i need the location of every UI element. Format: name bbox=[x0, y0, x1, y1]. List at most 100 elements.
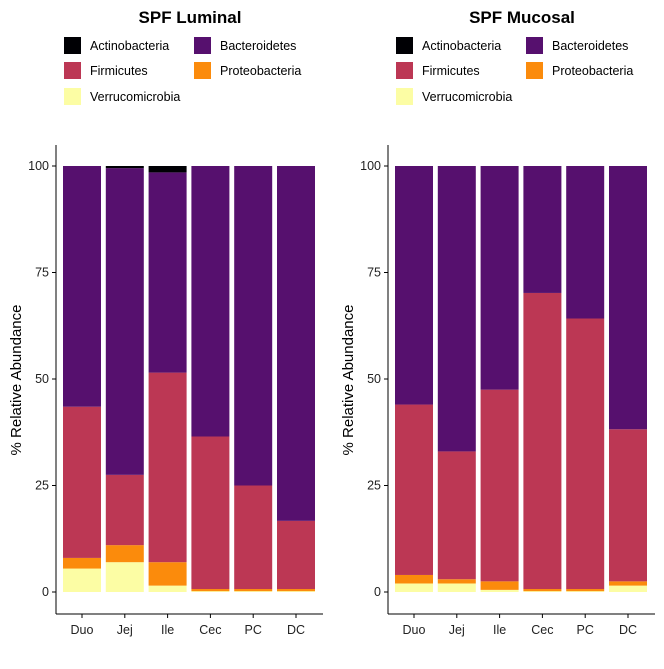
legend-label: Proteobacteria bbox=[220, 64, 301, 78]
bar-segment-proteobacteria-pc bbox=[234, 589, 273, 592]
legend-label: Bacteroidetes bbox=[220, 39, 296, 53]
bar-segment-firmicutes-pc bbox=[234, 485, 273, 590]
bar-segment-proteobacteria-cec bbox=[191, 589, 230, 592]
bar-segment-verrucomicrobia-jej bbox=[105, 562, 144, 592]
bar-segment-verrucomicrobia-duo bbox=[395, 583, 433, 592]
y-tick-label: 75 bbox=[367, 266, 381, 280]
bar-segment-bacteroidetes-jej bbox=[105, 168, 144, 475]
x-tick-label: Duo bbox=[403, 623, 426, 637]
legend-label: Bacteroidetes bbox=[552, 39, 628, 53]
chart-title: SPF Luminal bbox=[139, 8, 242, 27]
legend-swatch bbox=[396, 88, 413, 105]
legend: Actinobacteria Bacteroidetes Firmicutes Pro… bbox=[64, 37, 301, 105]
y-tick-label: 100 bbox=[360, 159, 381, 173]
bar-segment-firmicutes-jej bbox=[105, 474, 144, 546]
x-tick-label: PC bbox=[245, 623, 262, 637]
bar-segment-proteobacteria-duo bbox=[395, 574, 433, 584]
y-tick-label: 0 bbox=[42, 585, 49, 599]
bar-segment-bacteroidetes-cec bbox=[191, 166, 230, 437]
bar-segment-proteobacteria-duo bbox=[63, 557, 101, 569]
bar-segment-bacteroidetes-ile bbox=[148, 172, 187, 373]
legend-label: Verrucomicrobia bbox=[422, 90, 512, 104]
bar-segment-bacteroidetes-ile bbox=[480, 166, 519, 390]
bar-segment-proteobacteria-ile bbox=[148, 562, 187, 586]
legend-swatch bbox=[526, 37, 543, 54]
legend-swatch bbox=[194, 62, 211, 79]
x-tick-label: Jej bbox=[117, 623, 133, 637]
x-tick-label: Jej bbox=[449, 623, 465, 637]
y-tick-label: 0 bbox=[374, 585, 381, 599]
legend-label: Verrucomicrobia bbox=[90, 90, 180, 104]
plot-area: Duo Jej Ile Cec PC DC 0 25 50 75 100 bbox=[360, 145, 655, 637]
x-tick-label: PC bbox=[577, 623, 594, 637]
bar-segment-firmicutes-cec bbox=[191, 436, 230, 590]
bar-segment-verrucomicrobia-ile bbox=[480, 589, 519, 592]
legend-swatch bbox=[526, 62, 543, 79]
bar-segment-proteobacteria-cec bbox=[523, 589, 562, 592]
y-tick-label: 75 bbox=[35, 266, 49, 280]
bar-segment-bacteroidetes-cec bbox=[523, 166, 562, 293]
legend-swatch bbox=[396, 62, 413, 79]
y-axis-label: % Relative Abundance bbox=[340, 305, 357, 456]
bar-segment-verrucomicrobia-cec bbox=[191, 591, 230, 592]
y-tick-label: 50 bbox=[35, 372, 49, 386]
bar-segment-bacteroidetes-pc bbox=[234, 166, 273, 486]
chart-title: SPF Mucosal bbox=[469, 8, 575, 27]
bar-segment-actinobacteria-jej bbox=[105, 166, 144, 169]
x-tick-label: Cec bbox=[531, 623, 553, 637]
bar-segment-firmicutes-duo bbox=[395, 404, 433, 575]
legend-swatch bbox=[64, 88, 81, 105]
bar-segment-verrucomicrobia-pc bbox=[566, 591, 605, 592]
legend-swatch bbox=[64, 62, 81, 79]
bar-segment-firmicutes-ile bbox=[148, 372, 187, 563]
bar-segment-firmicutes-pc bbox=[566, 318, 605, 590]
bar-segment-proteobacteria-ile bbox=[480, 581, 519, 590]
bar-segment-verrucomicrobia-ile bbox=[148, 585, 187, 592]
x-tick-label: Ile bbox=[493, 623, 506, 637]
bar-segment-verrucomicrobia-duo bbox=[63, 568, 101, 592]
x-tick-label: DC bbox=[619, 623, 637, 637]
legend-swatch bbox=[64, 37, 81, 54]
legend-label: Actinobacteria bbox=[90, 39, 169, 53]
bar-segment-proteobacteria-jej bbox=[105, 545, 144, 563]
legend: Actinobacteria Bacteroidetes Firmicutes Pro… bbox=[396, 37, 633, 105]
bar-segment-firmicutes-duo bbox=[63, 406, 101, 558]
y-tick-label: 25 bbox=[367, 479, 381, 493]
bar-segment-bacteroidetes-jej bbox=[437, 166, 476, 452]
bar-segment-firmicutes-jej bbox=[437, 451, 476, 580]
bar-segment-proteobacteria-dc bbox=[609, 581, 647, 586]
bar-segment-bacteroidetes-pc bbox=[566, 166, 605, 319]
x-tick-label: Cec bbox=[199, 623, 221, 637]
bar-segment-firmicutes-cec bbox=[523, 292, 562, 590]
x-tick-label: Duo bbox=[71, 623, 94, 637]
bar-segment-verrucomicrobia-jej bbox=[437, 583, 476, 592]
y-tick-label: 100 bbox=[28, 159, 49, 173]
x-tick-label: DC bbox=[287, 623, 305, 637]
legend-label: Firmicutes bbox=[422, 64, 480, 78]
plot-area: Duo Jej Ile Cec PC DC 0 25 50 75 100 bbox=[28, 145, 323, 637]
y-tick-label: 50 bbox=[367, 372, 381, 386]
panel-spf-mucosal: SPF Mucosal Actinobacteria Bacteroidetes F… bbox=[340, 8, 655, 637]
legend-swatch bbox=[396, 37, 413, 54]
bar-segment-bacteroidetes-dc bbox=[609, 166, 647, 430]
x-tick-label: Ile bbox=[161, 623, 174, 637]
bar-segment-firmicutes-ile bbox=[480, 389, 519, 582]
legend-label: Proteobacteria bbox=[552, 64, 633, 78]
bar-segment-firmicutes-dc bbox=[277, 520, 315, 590]
panel-spf-luminal: SPF Luminal Actinobacteria Bacteroidetes F… bbox=[8, 8, 323, 637]
bar-segment-actinobacteria-ile bbox=[148, 166, 187, 173]
bar-segment-verrucomicrobia-pc bbox=[234, 591, 273, 592]
bar-segment-proteobacteria-jej bbox=[437, 579, 476, 584]
bar-segment-verrucomicrobia-cec bbox=[523, 591, 562, 592]
bar-segment-bacteroidetes-duo bbox=[395, 166, 433, 405]
bar-segment-bacteroidetes-dc bbox=[277, 166, 315, 521]
y-axis-label: % Relative Abundance bbox=[8, 305, 25, 456]
legend-label: Actinobacteria bbox=[422, 39, 501, 53]
bar-segment-bacteroidetes-duo bbox=[63, 166, 101, 407]
bar-segment-verrucomicrobia-dc bbox=[277, 591, 315, 592]
bar-segment-proteobacteria-dc bbox=[277, 589, 315, 592]
bar-segment-verrucomicrobia-dc bbox=[609, 585, 647, 592]
legend-label: Firmicutes bbox=[90, 64, 148, 78]
bar-segment-proteobacteria-pc bbox=[566, 589, 605, 592]
